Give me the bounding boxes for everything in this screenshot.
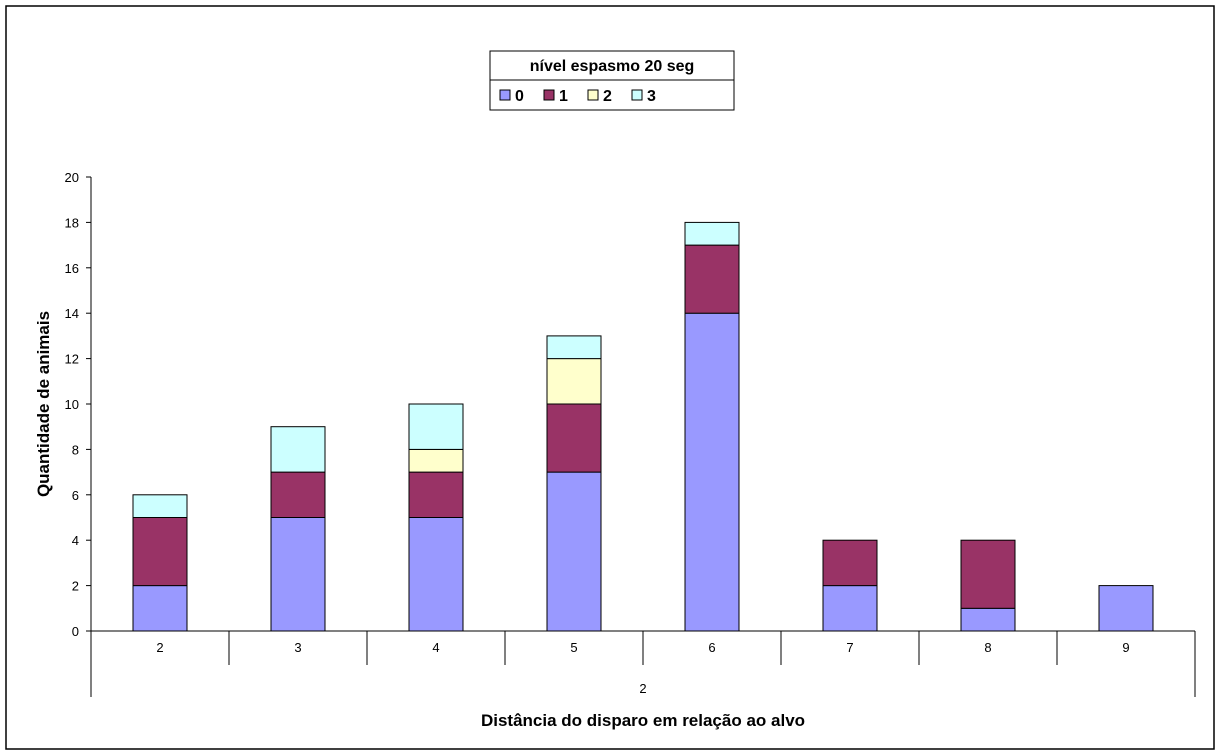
bar-segment-series-0-cat-4 bbox=[408, 517, 464, 632]
x-tick-label: 2 bbox=[156, 640, 163, 655]
y-tick-label: 0 bbox=[72, 624, 79, 639]
legend-label: 3 bbox=[647, 88, 656, 105]
y-tick-label: 10 bbox=[65, 397, 79, 412]
y-tick-label: 6 bbox=[72, 488, 79, 503]
legend-title: nível espasmo 20 seg bbox=[530, 58, 695, 75]
y-tick-label: 18 bbox=[65, 215, 79, 230]
bar-segment-series-2-cat-4 bbox=[408, 448, 464, 473]
bar-segment-series-1-cat-2 bbox=[132, 517, 188, 587]
legend-label: 2 bbox=[603, 88, 612, 105]
x-tick-label: 3 bbox=[294, 640, 301, 655]
x-tick-label: 5 bbox=[570, 640, 577, 655]
y-tick-label: 2 bbox=[72, 579, 79, 594]
x-group-label: 2 bbox=[639, 681, 646, 696]
bar-segment-series-0-cat-6 bbox=[684, 312, 740, 632]
legend-swatch bbox=[543, 89, 555, 101]
chart-border bbox=[5, 5, 1215, 750]
x-tick-label: 6 bbox=[708, 640, 715, 655]
bar-segment-series-0-cat-9 bbox=[1098, 585, 1154, 632]
x-tick-label: 9 bbox=[1122, 640, 1129, 655]
x-tick-label: 7 bbox=[846, 640, 853, 655]
bars bbox=[132, 221, 1154, 632]
x-tick-label: 8 bbox=[984, 640, 991, 655]
legend-swatch bbox=[631, 89, 643, 101]
bar-segment-series-0-cat-3 bbox=[270, 517, 326, 632]
legend-label: 0 bbox=[515, 88, 524, 105]
bar-segment-series-1-cat-7 bbox=[822, 539, 878, 587]
x-axis-title: Distância do disparo em relação ao alvo bbox=[481, 711, 805, 730]
legend-swatch bbox=[499, 89, 511, 101]
bar-segment-series-1-cat-3 bbox=[270, 471, 326, 519]
bar-segment-series-3-cat-3 bbox=[270, 426, 326, 473]
y-tick-label: 8 bbox=[72, 442, 79, 457]
legend-label: 1 bbox=[559, 88, 568, 105]
y-tick-label: 14 bbox=[65, 306, 79, 321]
x-tick-label: 4 bbox=[432, 640, 439, 655]
bar-segment-series-0-cat-8 bbox=[960, 607, 1016, 632]
legend: nível espasmo 20 seg 0 1 2 3 bbox=[489, 50, 735, 111]
x-axis: 2 3 4 5 6 7 8 9 2 bbox=[90, 630, 1196, 697]
bar-segment-series-1-cat-8 bbox=[960, 539, 1016, 609]
bar-segment-series-3-cat-2 bbox=[132, 494, 188, 518]
bar-segment-series-0-cat-2 bbox=[132, 585, 188, 632]
y-tick-label: 20 bbox=[65, 170, 79, 185]
legend-box bbox=[489, 79, 735, 111]
bar-segment-series-3-cat-6 bbox=[684, 221, 740, 246]
y-tick-label: 16 bbox=[65, 261, 79, 276]
legend-title-box bbox=[489, 50, 735, 81]
bar-segment-series-0-cat-7 bbox=[822, 585, 878, 632]
bar-segment-series-3-cat-5 bbox=[546, 335, 602, 360]
bar-segment-series-1-cat-5 bbox=[546, 403, 602, 473]
bar-segment-series-1-cat-4 bbox=[408, 471, 464, 519]
legend-swatch bbox=[587, 89, 599, 101]
y-axis: 0 2 4 6 8 10 12 14 16 18 20 bbox=[65, 170, 92, 639]
bar-segment-series-0-cat-5 bbox=[546, 471, 602, 632]
y-tick-label: 12 bbox=[65, 352, 79, 367]
y-tick-label: 4 bbox=[72, 533, 79, 548]
y-axis-title: Quantidade de animais bbox=[34, 311, 53, 497]
bar-segment-series-1-cat-6 bbox=[684, 244, 740, 314]
bar-segment-series-2-cat-5 bbox=[546, 358, 602, 405]
bar-segment-series-3-cat-4 bbox=[408, 403, 464, 450]
